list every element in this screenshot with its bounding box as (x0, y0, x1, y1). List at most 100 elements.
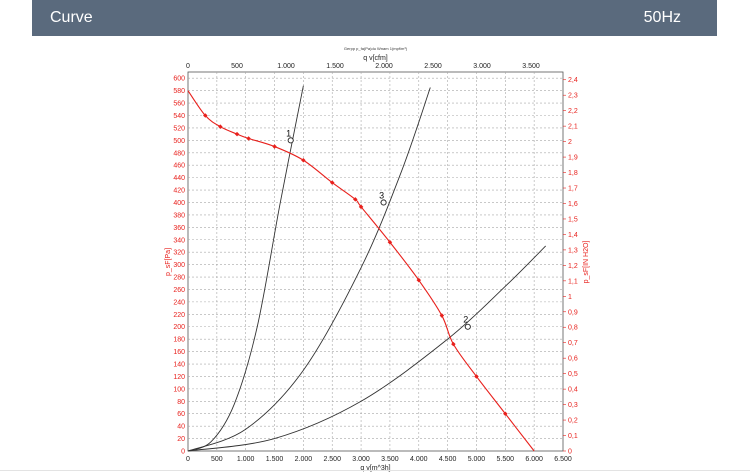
y-right-tick-label: 2,2 (568, 108, 578, 115)
y-right-tick-label: 1,3 (568, 247, 578, 254)
x-axis-label: q v[m^3h] (360, 465, 390, 472)
y-right-tick-label: 0,2 (568, 418, 578, 425)
y-tick-label: 340 (173, 237, 185, 244)
x-tick-label: 2.500 (323, 456, 341, 463)
y-tick-label: 60 (177, 411, 185, 418)
y-tick-label: 0 (181, 449, 185, 456)
x-top-tick-label: 2.000 (375, 63, 393, 70)
data-point (387, 239, 393, 245)
y-right-tick-label: 0,8 (568, 325, 578, 332)
x-tick-label: 6.000 (525, 456, 543, 463)
y-tick-label: 540 (173, 113, 185, 120)
x-top-tick-label: 3.500 (522, 63, 540, 70)
intersection-label: 2 (463, 315, 468, 325)
chart-header: Curve 50Hz (32, 0, 717, 36)
x-tick-label: 0 (186, 456, 190, 463)
y-right-tick-label: 1,7 (568, 186, 578, 193)
x-top-tick-label: 2.500 (424, 63, 442, 70)
data-point (246, 136, 251, 141)
y-tick-label: 580 (173, 88, 185, 95)
intersection-marker (464, 323, 471, 330)
x-tick-label: 4.000 (410, 456, 428, 463)
y-right-tick-label: 1,9 (568, 155, 578, 162)
y-tick-label: 100 (173, 386, 185, 393)
y-right-tick-label: 1,4 (568, 232, 578, 239)
y-right-tick-label: 0,6 (568, 356, 578, 363)
bottom-divider (0, 470, 750, 471)
y-tick-label: 200 (173, 324, 185, 331)
data-point (358, 204, 364, 210)
y-tick-label: 80 (177, 399, 185, 406)
x-top-tick-label: 500 (231, 63, 243, 70)
header-title: Curve (50, 9, 93, 26)
y-right-tick-label: 2,3 (568, 93, 578, 100)
x-top-tick-label: 0 (186, 63, 190, 70)
y-right-tick-label: 0,9 (568, 309, 578, 316)
y-tick-label: 260 (173, 287, 185, 294)
x-tick-label: 3.000 (352, 456, 370, 463)
y-tick-label: 420 (173, 188, 185, 195)
system-curve-1 (187, 85, 304, 452)
y-tick-label: 460 (173, 163, 185, 170)
data-point (218, 124, 223, 129)
x-tick-label: 5.500 (497, 456, 515, 463)
y-tick-label: 40 (177, 424, 185, 431)
y-right-axis-label: p_sF[IN H2O] (583, 241, 590, 284)
x-tick-label: 1.000 (237, 456, 255, 463)
y-axis-label: p_sF[Pa] (165, 248, 172, 276)
y-right-tick-label: 0,3 (568, 402, 578, 409)
intersection-label: 3 (379, 190, 384, 200)
x-tick-label: 3.500 (381, 456, 399, 463)
y-right-tick-label: 0 (568, 449, 572, 456)
y-tick-label: 480 (173, 150, 185, 157)
y-tick-label: 400 (173, 200, 185, 207)
y-tick-label: 240 (173, 299, 185, 306)
y-right-tick-label: 2 (568, 139, 572, 146)
y-tick-label: 320 (173, 250, 185, 257)
y-tick-label: 300 (173, 262, 185, 269)
y-right-tick-label: 1,2 (568, 263, 578, 270)
system-curve-2 (187, 245, 547, 452)
x-tick-label: 4.500 (439, 456, 457, 463)
x-top-tick-label: 1.500 (326, 63, 344, 70)
y-right-tick-label: 1,8 (568, 170, 578, 177)
y-tick-label: 520 (173, 125, 185, 132)
data-point (474, 374, 479, 379)
intersection-marker (287, 137, 294, 144)
x-tick-label: 2.000 (295, 456, 313, 463)
frequency-label: 50Hz (643, 9, 681, 26)
intersection-marker (380, 199, 387, 206)
x-tick-label: 500 (211, 456, 223, 463)
y-tick-label: 440 (173, 175, 185, 182)
x-top-tick-label: 3.000 (473, 63, 491, 70)
y-tick-label: 280 (173, 275, 185, 282)
y-right-tick-label: 1 (568, 294, 572, 301)
y-right-tick-label: 0,7 (568, 340, 578, 347)
system-curve-3 (187, 87, 431, 452)
y-right-tick-label: 0,5 (568, 371, 578, 378)
x-top-axis-label: q v[cfm] (363, 55, 388, 62)
chart-note: Gerpp p_fa(Pa)du Wnam 1(mpf/m³) (344, 46, 408, 51)
data-point (416, 277, 422, 283)
data-point (272, 144, 277, 149)
y-tick-label: 180 (173, 337, 185, 344)
x-tick-label: 5.000 (468, 456, 486, 463)
y-tick-label: 560 (173, 101, 185, 108)
x-tick-label: 6.500 (554, 456, 572, 463)
x-tick-label: 1.500 (266, 456, 284, 463)
y-right-tick-label: 2,1 (568, 124, 578, 131)
y-tick-label: 600 (173, 76, 185, 83)
y-tick-label: 160 (173, 349, 185, 356)
y-tick-label: 20 (177, 436, 185, 443)
data-point (301, 157, 306, 163)
data-point (451, 341, 456, 347)
x-top-tick-label: 1.000 (277, 63, 295, 70)
y-right-tick-label: 0,1 (568, 433, 578, 440)
y-right-tick-label: 2,4 (568, 77, 578, 84)
data-point (353, 197, 358, 202)
y-right-tick-label: 1,5 (568, 216, 578, 223)
y-right-tick-label: 1,1 (568, 278, 578, 285)
data-point (234, 131, 240, 137)
plot-frame (187, 71, 564, 452)
